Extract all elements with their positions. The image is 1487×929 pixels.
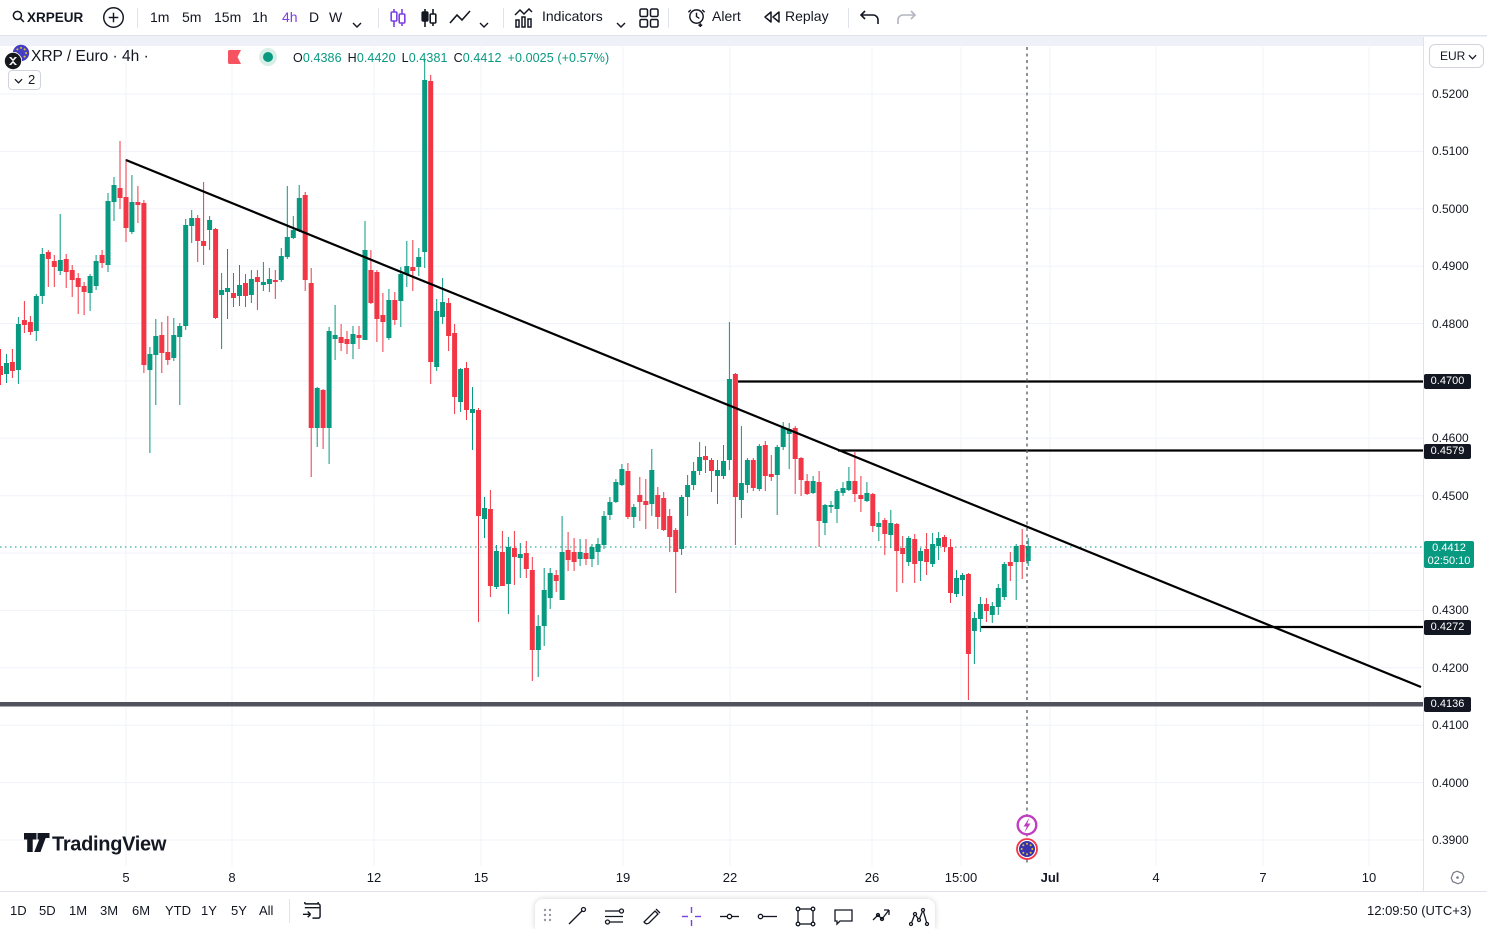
svg-text:TradingView: TradingView [52, 834, 167, 856]
